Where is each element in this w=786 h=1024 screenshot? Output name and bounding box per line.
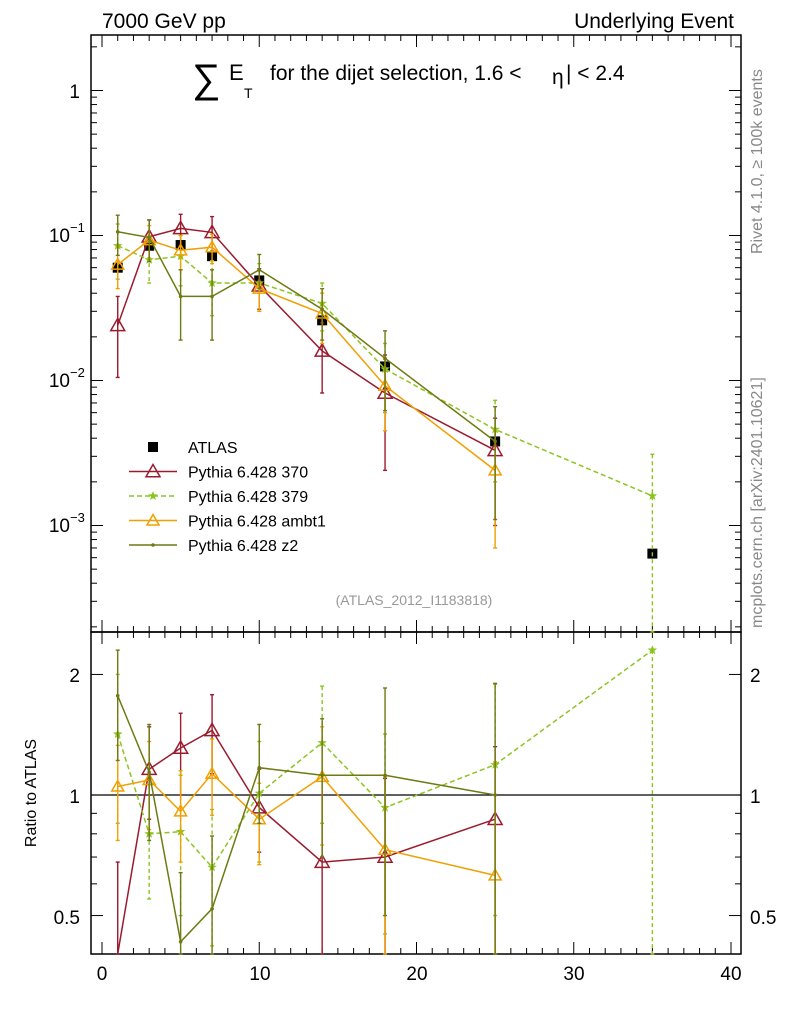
ratio-series-ambt1 <box>110 726 503 955</box>
side-mcplots-label: mcplots.cern.ch [arXiv:2401.10621] <box>749 377 766 628</box>
data-point <box>493 793 497 797</box>
data-point <box>204 239 220 253</box>
data-point <box>110 779 126 792</box>
top-y-tick-label: 10 <box>49 371 70 392</box>
legend-label: Pythia 6.428 z2 <box>188 538 298 555</box>
x-tick-label: 20 <box>406 964 427 985</box>
data-point <box>251 281 267 294</box>
series-line <box>117 772 496 877</box>
legend-swatch-marker <box>151 543 155 547</box>
series-line <box>116 227 496 451</box>
x-tick-label: 0 <box>97 964 108 985</box>
data-point <box>313 853 331 869</box>
data-point <box>313 342 331 357</box>
data-point <box>203 721 221 737</box>
title-text-pre: for the dijet selection, 1.6 < <box>270 62 522 85</box>
x-tick-label: 30 <box>563 964 584 985</box>
series-line <box>116 729 496 955</box>
ratio-plot-frame <box>90 631 742 955</box>
title-eta: η <box>552 66 564 89</box>
ratio-y-tick-labels: 2 1 0.5 2 1 0.5 <box>54 666 777 929</box>
title-et-subscript: T <box>244 85 253 101</box>
legend-label: Pythia 6.428 379 <box>188 489 308 506</box>
data-point <box>647 490 658 500</box>
ratio-y-tick-label: 2 <box>69 666 80 687</box>
header-left: 7000 GeV pp <box>102 10 226 33</box>
ratio-y-tick-label: 1 <box>69 787 80 808</box>
title-et: E <box>229 60 244 85</box>
data-point <box>115 693 120 698</box>
ratio-y-tick-label-right: 0.5 <box>750 908 776 929</box>
series-line <box>117 231 496 442</box>
data-point <box>383 356 387 361</box>
ratio-y-axis-label: Ratio to ATLAS <box>23 739 40 847</box>
data-point <box>147 235 151 240</box>
ratio-y-tick-label-right: 1 <box>750 787 761 808</box>
x-tick-label: 10 <box>249 964 270 985</box>
series-line <box>117 239 496 471</box>
legend: ATLAS Pythia 6.428 370 Pythia 6.428 379 Pyt… <box>129 440 326 555</box>
header-right: Underlying Event <box>574 10 734 33</box>
data-point <box>210 906 214 911</box>
data-point <box>647 645 658 655</box>
data-point <box>257 765 262 770</box>
side-rivet-label: Rivet 4.1.0, ≥ 100k events <box>749 69 766 254</box>
data-point <box>173 803 188 817</box>
data-point <box>173 242 188 256</box>
data-point <box>493 439 497 444</box>
legend-item: Pythia 6.428 ambt1 <box>129 512 326 531</box>
legend-swatch-marker <box>148 442 158 452</box>
top-y-tick-label: 10 <box>49 226 70 247</box>
x-tick-label: 40 <box>720 964 741 985</box>
top-y-tick-exponent: −1 <box>70 220 85 235</box>
top-y-tick-labels: 1 10 −1 10 −2 10 −3 <box>49 82 85 537</box>
legend-item: Pythia 6.428 379 <box>129 489 308 506</box>
ratio-plot-series <box>110 645 658 955</box>
data-point <box>147 770 151 775</box>
ratio-series-p370 <box>115 694 504 955</box>
legend-item: Pythia 6.428 z2 <box>129 538 298 555</box>
legend-swatch-marker <box>144 462 162 478</box>
data-point <box>172 739 189 755</box>
top-y-tick-label: 1 <box>69 82 80 103</box>
title-sum-symbol: ∑ <box>192 57 221 101</box>
data-point <box>210 294 214 299</box>
top-y-tick-exponent: −3 <box>70 510 85 525</box>
data-point <box>320 307 324 312</box>
legend-swatch-marker <box>145 512 161 526</box>
data-point <box>110 257 126 270</box>
data-point <box>172 219 189 235</box>
legend-label: Pythia 6.428 ambt1 <box>188 514 326 531</box>
data-point <box>109 316 127 332</box>
legend-label: ATLAS <box>188 440 238 457</box>
ratio-series-z2 <box>115 649 498 955</box>
legend-swatch-marker <box>148 491 158 500</box>
legend-item: ATLAS <box>148 440 238 457</box>
data-point <box>115 230 120 234</box>
top-y-tick-exponent: −2 <box>70 365 85 380</box>
data-point <box>178 939 183 944</box>
data-point <box>204 766 220 779</box>
data-point <box>257 268 262 272</box>
series-line <box>116 649 653 869</box>
main-plot-series <box>109 213 658 633</box>
data-point <box>178 294 183 299</box>
series-line <box>117 695 496 944</box>
title-text-post: | < 2.4 <box>566 62 625 85</box>
x-tick-labels: 0 10 20 30 40 <box>97 964 742 985</box>
legend-label: Pythia 6.428 370 <box>188 465 308 482</box>
series-z2 <box>115 214 498 521</box>
data-point <box>320 773 324 778</box>
legend-item: Pythia 6.428 370 <box>129 462 308 482</box>
analysis-tag: (ATLAS_2012_I1183818) <box>336 592 493 608</box>
data-point <box>383 773 387 778</box>
top-y-tick-label: 10 <box>49 516 70 537</box>
plot-title: ∑ E T for the dijet selection, 1.6 < η |… <box>192 57 625 101</box>
ratio-y-tick-label: 0.5 <box>54 908 80 929</box>
ratio-y-tick-label-right: 2 <box>750 666 761 687</box>
